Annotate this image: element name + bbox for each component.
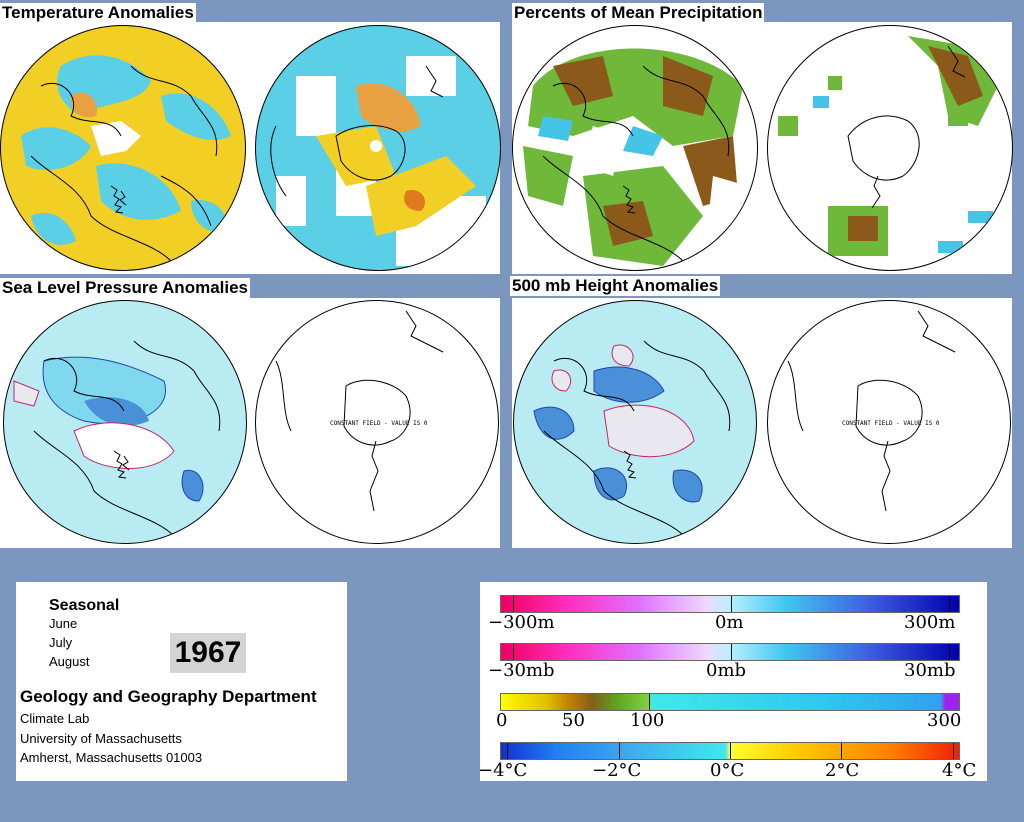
pressure-colorbar: [500, 643, 960, 661]
precip-label-300: 300: [927, 710, 962, 731]
height-label-mid: 0m: [715, 612, 744, 633]
info-box: Seasonal June July August Geology and Ge…: [16, 582, 347, 781]
temp-label-neg4: −4°C: [478, 760, 528, 781]
period-label: Seasonal: [49, 597, 120, 614]
pressure-label-max: 30mb: [904, 660, 956, 681]
height500-north-map: [513, 300, 757, 544]
address-line-2: University of Massachusetts: [20, 731, 182, 746]
sea-level-south-map: [255, 300, 499, 544]
temp-label-neg2: −2°C: [592, 760, 642, 781]
precipitation-title: Percents of Mean Precipitation: [512, 3, 765, 23]
precip-label-100: 100: [630, 710, 665, 731]
sea-level-north-map: [3, 300, 247, 544]
address-line-1: Climate Lab: [20, 711, 90, 726]
pressure-label-min: −30mb: [488, 660, 555, 681]
sea-level-constant-note: CONSTANT FIELD - VALUE IS 0: [330, 420, 428, 427]
address-line-3: Amherst, Massachusetts 01003: [20, 750, 203, 765]
pressure-label-mid: 0mb: [706, 660, 747, 681]
height500-south-map: [767, 300, 1011, 544]
precip-label-0: 0: [496, 710, 508, 731]
temperature-title: Temperature Anomalies: [0, 3, 196, 23]
temperature-north-map: [0, 25, 246, 271]
sea-level-title: Sea Level Pressure Anomalies: [0, 278, 251, 298]
temp-label-0: 0°C: [710, 760, 745, 781]
month-august: August: [49, 654, 90, 669]
precip-colorbar: [500, 693, 960, 711]
temp-colorbar: [500, 742, 960, 760]
temp-label-4: 4°C: [942, 760, 977, 781]
year-label: 1967: [170, 633, 246, 673]
height-colorbar: [500, 595, 960, 613]
height-label-max: 300m: [904, 612, 956, 633]
precipitation-north-map: [512, 25, 758, 271]
height500-constant-note: CONSTANT FIELD - VALUE IS 0: [842, 420, 940, 427]
temp-label-2: 2°C: [825, 760, 860, 781]
month-june: June: [49, 616, 78, 631]
legend-box: −300m 0m 300m −30mb 0mb 30mb 0 50 100 30…: [478, 582, 987, 781]
department-label: Geology and Geography Department: [20, 687, 317, 706]
precipitation-south-map: [767, 25, 1013, 271]
height-label-min: −300m: [488, 612, 555, 633]
height500-title: 500 mb Height Anomalies: [510, 276, 721, 296]
month-july: July: [49, 635, 73, 650]
temperature-south-map: [255, 25, 501, 271]
precip-label-50: 50: [562, 710, 585, 731]
